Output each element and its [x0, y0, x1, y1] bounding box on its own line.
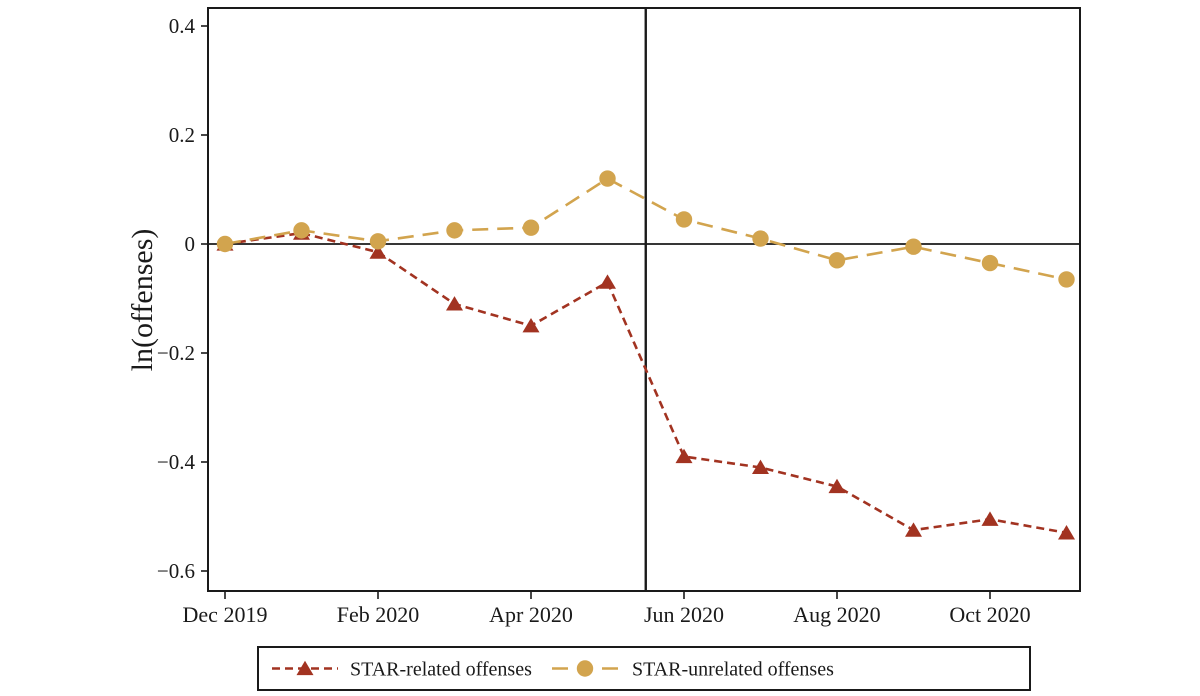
y-axis-title: ln(offenses): [126, 229, 159, 372]
x-axis-tick-label: Jun 2020: [644, 602, 724, 627]
data-point-marker-triangle: [446, 296, 463, 311]
data-point-marker-triangle: [522, 317, 540, 333]
data-point-marker-circle: [1058, 271, 1075, 288]
data-point-marker-circle: [905, 238, 922, 255]
y-axis-tick-label: −0.6: [157, 559, 195, 583]
y-axis-tick-label: −0.4: [157, 450, 196, 474]
data-point-marker-triangle: [905, 522, 922, 537]
data-point-marker-circle: [216, 235, 234, 253]
legend-item: STAR-related offenses: [272, 659, 532, 681]
plot-layer: Dec 2019 Feb 2020 Apr 2020 Jun 2020 Aug 2020…: [157, 7, 1081, 691]
data-point-marker-triangle: [828, 478, 846, 494]
legend-box: [257, 646, 1031, 691]
data-point-marker-circle: [293, 222, 310, 239]
legend-item-label: STAR-related offenses: [350, 659, 532, 681]
data-point-marker-triangle: [296, 660, 314, 676]
x-axis-tick-label: Dec 2019: [183, 602, 268, 627]
data-point-marker-triangle: [675, 448, 693, 464]
y-axis-tick-label: 0.2: [169, 123, 195, 147]
plot-area: [208, 8, 1080, 591]
series-star-unrelated-offenses: [216, 170, 1075, 288]
series-line: [224, 231, 1067, 535]
data-point-marker-circle: [675, 211, 693, 228]
x-axis-tick-label: Apr 2020: [489, 602, 573, 627]
data-point-marker-triangle: [752, 459, 769, 475]
legend-item-label: STAR-unrelated offenses: [632, 659, 834, 681]
data-point-marker-circle: [446, 222, 463, 239]
y-axis-tick-label: 0.4: [169, 14, 196, 38]
x-axis-tick-label: Aug 2020: [793, 602, 880, 627]
x-axis-tick-label: Feb 2020: [337, 602, 420, 627]
y-axis-tick-label: 0: [185, 232, 196, 256]
data-point-marker-circle: [828, 252, 846, 269]
data-point-marker-triangle: [369, 244, 387, 259]
data-point-marker-circle: [981, 254, 999, 272]
data-point-marker-circle: [752, 230, 769, 247]
data-point-marker-circle: [599, 170, 616, 187]
x-axis-tick-label: Oct 2020: [949, 602, 1030, 627]
data-point-marker-circle: [576, 660, 594, 677]
plot-border: [207, 7, 1081, 592]
y-axis-tick-label: −0.2: [157, 341, 195, 365]
series-line: [224, 177, 1067, 281]
legend-item: STAR-unrelated offenses: [552, 659, 834, 681]
data-point-marker-triangle: [981, 511, 999, 526]
data-point-marker-circle: [369, 233, 387, 250]
data-point-marker-triangle: [1058, 525, 1075, 540]
data-point-marker-triangle: [599, 274, 616, 289]
data-point-marker-circle: [522, 219, 540, 236]
legend: STAR-related offenses STAR-unrelated offe…: [257, 646, 1031, 691]
